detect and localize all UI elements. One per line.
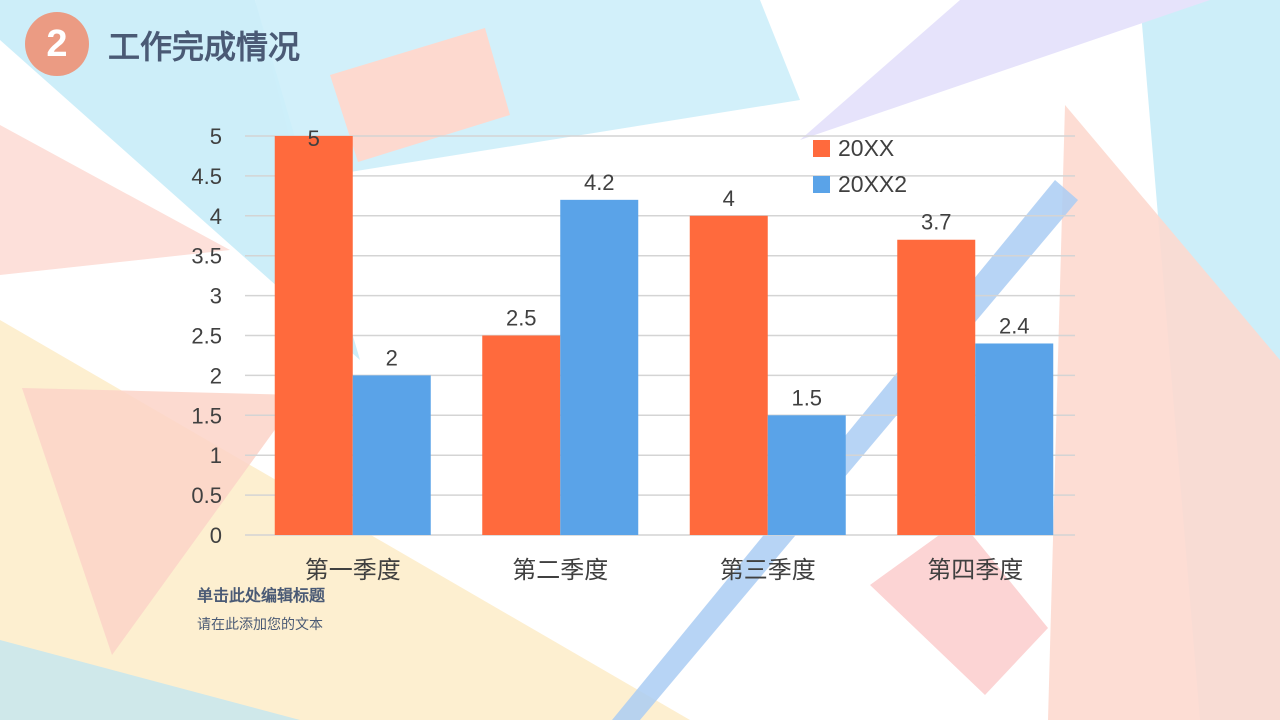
bg-shape-pink — [0, 125, 230, 275]
y-tick-label: 3.5 — [191, 244, 222, 269]
x-tick-label: 第一季度 — [305, 556, 401, 584]
y-tick-label: 5 — [210, 124, 222, 149]
y-tick-label: 1.5 — [191, 403, 222, 428]
bar-20XX-1 — [274, 136, 353, 535]
bar-20XX-3 — [689, 215, 768, 536]
data-label: 3.7 — [921, 210, 952, 235]
y-tick-label: 0 — [210, 523, 222, 548]
legend-swatch — [813, 140, 830, 157]
data-label: 4.2 — [584, 170, 615, 195]
x-tick-label: 第四季度 — [927, 556, 1023, 584]
page-title: 工作完成情况 — [108, 28, 301, 66]
bar-20XX2-2 — [560, 199, 639, 535]
bg-shape-salmon — [22, 388, 300, 655]
data-label: 1.5 — [791, 385, 822, 410]
data-label: 4 — [723, 186, 735, 211]
legend-label: 20XX — [838, 135, 894, 161]
bg-shape-blue — [0, 0, 360, 360]
bar-20XX-2 — [482, 335, 561, 535]
y-tick-label: 3 — [210, 284, 222, 309]
bg-shape-teal — [0, 640, 300, 720]
data-label: 2.4 — [999, 313, 1030, 338]
y-tick-label: 2.5 — [191, 324, 222, 349]
bg-shape-peach2 — [1048, 105, 1280, 720]
bar-20XX2-4 — [975, 343, 1054, 535]
y-tick-label: 0.5 — [191, 483, 222, 508]
legend-swatch — [813, 176, 830, 193]
y-tick-label: 4 — [210, 204, 222, 229]
data-label: 2 — [386, 345, 398, 370]
y-tick-label: 1 — [210, 443, 222, 468]
legend-label: 20XX2 — [838, 171, 907, 197]
y-tick-label: 4.5 — [191, 164, 222, 189]
bar-20XX2-1 — [352, 375, 431, 535]
data-label: 5 — [308, 126, 320, 151]
data-label: 2.5 — [506, 306, 537, 331]
y-tick-label: 2 — [210, 363, 222, 388]
body-text[interactable]: 请在此添加您的文本 — [197, 617, 323, 633]
bg-shape-peach — [330, 28, 510, 162]
section-number-badge: 2 — [25, 12, 89, 76]
x-tick-label: 第三季度 — [720, 556, 816, 584]
bg-shape-pink2 — [870, 520, 1048, 695]
bar-20XX-4 — [897, 239, 976, 536]
bar-20XX2-3 — [767, 415, 846, 535]
bg-shape-purple — [800, 0, 1210, 140]
x-tick-label: 第二季度 — [512, 556, 608, 584]
subheading[interactable]: 单击此处编辑标题 — [197, 586, 326, 605]
